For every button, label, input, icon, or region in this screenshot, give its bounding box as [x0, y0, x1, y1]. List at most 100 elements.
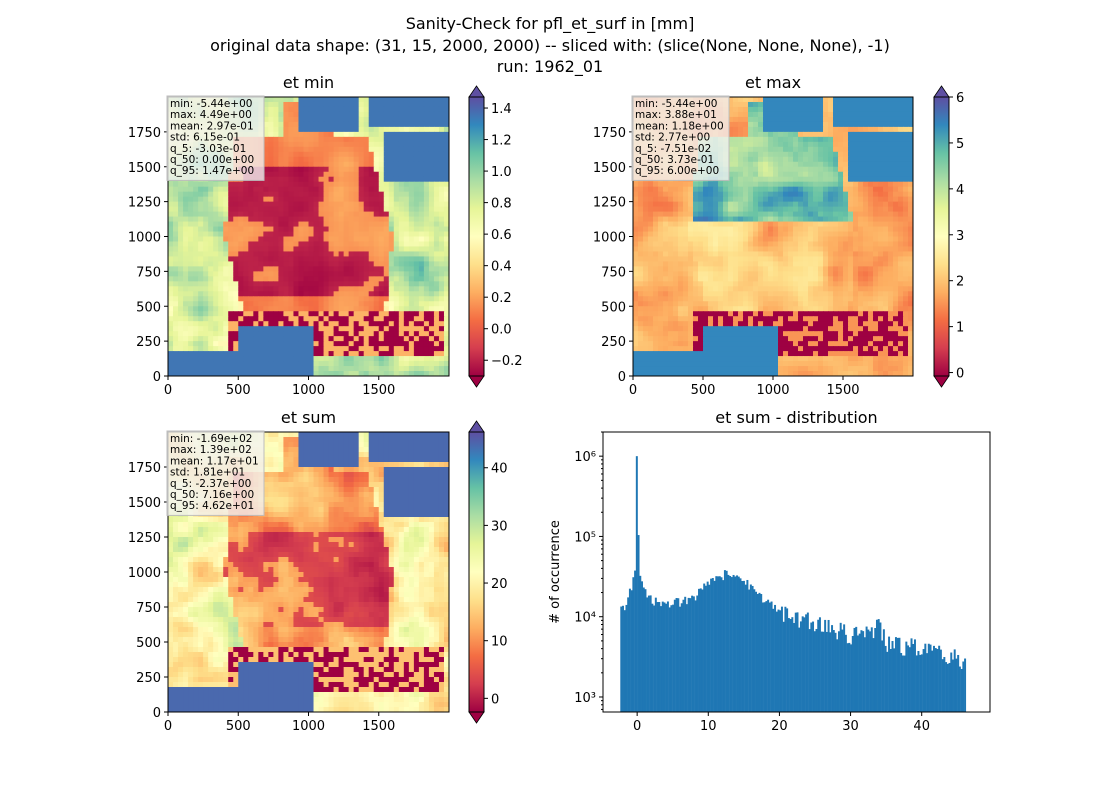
histogram-bar — [884, 645, 887, 712]
histogram-bar — [736, 575, 739, 712]
histogram-bar — [749, 584, 752, 712]
histogram-bar — [934, 648, 937, 712]
et-sum-panel: et sum 0 500 1000 1500 0 250 500 750 1000 1250 1500… — [128, 408, 508, 734]
histogram-bar — [863, 637, 866, 712]
histogram-bar — [715, 576, 718, 712]
histogram-bar — [691, 595, 694, 712]
colorbar-gradient — [469, 97, 484, 376]
y-tick-label: 1250 — [128, 196, 161, 211]
histogram-bar — [938, 645, 941, 712]
histogram-bar — [896, 637, 899, 712]
histogram-bar — [755, 591, 758, 712]
colorbar-gradient — [934, 97, 949, 376]
histogram-bar — [739, 578, 742, 712]
histogram-bar — [962, 661, 965, 712]
histogram-bar — [679, 606, 682, 712]
y-tick-label: 1250 — [593, 196, 626, 211]
histogram-bar — [836, 639, 839, 712]
y-tick-label: 1000 — [593, 231, 626, 246]
histogram-bar — [801, 616, 804, 712]
histogram-bar — [886, 651, 889, 712]
colorbar-extend-min — [468, 711, 485, 724]
histogram-bar — [774, 604, 777, 712]
histogram-bar — [746, 579, 749, 712]
histogram-bar — [817, 619, 820, 712]
histogram-bar — [858, 633, 861, 712]
histogram-bar — [926, 653, 929, 712]
y-axis-label: # of occurrence — [548, 520, 563, 624]
stats-box-background — [166, 95, 265, 181]
colorbar-tick-label: 2 — [956, 275, 964, 290]
histogram-bar — [960, 668, 963, 712]
histogram-bar — [641, 581, 643, 712]
histogram-bar — [888, 636, 891, 712]
histogram-frame — [602, 431, 991, 713]
et-sum-distribution-panel: et sum - distribution 0 10 20 30 40 10³ 10⁴ 10⁵ 1… — [548, 408, 991, 734]
histogram-bar — [806, 612, 809, 712]
histogram-bar — [843, 624, 846, 712]
histogram-bar — [844, 634, 847, 712]
colorbar-gradient — [469, 432, 484, 712]
colorbar-extend-min — [933, 375, 950, 388]
histogram-bar — [955, 658, 958, 712]
y-tick-label: 1250 — [128, 531, 161, 546]
histogram-bar — [727, 574, 730, 712]
x-tick-label: 1000 — [292, 719, 325, 734]
histogram-bar — [950, 652, 953, 712]
y-tick-label: 1750 — [128, 461, 161, 476]
histogram-bar — [734, 576, 737, 712]
histogram-bar — [825, 631, 828, 712]
histogram-bar — [682, 599, 685, 712]
histogram-bar — [717, 576, 720, 712]
y-tick-label: 1500 — [593, 161, 626, 176]
histogram-bar — [922, 649, 925, 712]
histogram-bar — [623, 610, 626, 712]
histogram-bar — [694, 600, 697, 712]
colorbar-tick-label: 10 — [491, 635, 508, 650]
histogram-bar — [872, 638, 875, 712]
histogram-bar — [680, 603, 683, 712]
y-tick-label: 1750 — [593, 126, 626, 141]
histogram-bar — [628, 588, 631, 712]
histogram-bar — [867, 629, 870, 712]
histogram-bar — [877, 619, 880, 712]
histogram-bar — [653, 605, 656, 712]
colorbar-frame — [933, 96, 950, 377]
histogram-bar — [713, 580, 716, 712]
y-tick-label: 1000 — [128, 231, 161, 246]
histogram-bar — [900, 652, 903, 712]
histogram-bar — [796, 612, 799, 712]
et-min-panel: et min 0 500 1000 1500 0 250 500 750 1000 1250 1500… — [128, 73, 523, 398]
stats-line: max: 4.49e+00 — [170, 109, 252, 121]
y-tick-label: 1000 — [128, 566, 161, 581]
colorbar-frame — [468, 431, 485, 713]
histogram-bar — [656, 602, 659, 712]
histogram-bar — [748, 589, 751, 712]
histogram-bar — [780, 606, 783, 712]
histogram-bar — [964, 658, 967, 712]
colorbar-tick-label: 0.6 — [491, 228, 512, 243]
histogram-bar — [787, 618, 790, 712]
histogram-bar — [744, 584, 747, 712]
panel-title: et sum — [281, 408, 336, 427]
histogram-bar — [730, 577, 733, 712]
histogram-bar — [855, 626, 858, 712]
histogram-bar — [818, 617, 821, 712]
histogram-bar — [639, 575, 642, 712]
histogram-bar — [953, 649, 956, 712]
histogram-bar — [737, 576, 740, 712]
histogram-bar — [839, 622, 842, 712]
y-tick-label: 750 — [136, 265, 161, 280]
figure-title-line-3: run: 1962_01 — [497, 57, 603, 77]
histogram-bar — [903, 655, 906, 712]
stats-line: max: 1.39e+02 — [170, 444, 252, 456]
histogram-bar — [915, 655, 918, 712]
histogram-bar — [644, 589, 647, 712]
histogram-bar — [661, 601, 664, 712]
histogram-bar — [646, 597, 649, 712]
histogram-bar — [711, 578, 714, 712]
histogram-bar — [910, 638, 913, 712]
